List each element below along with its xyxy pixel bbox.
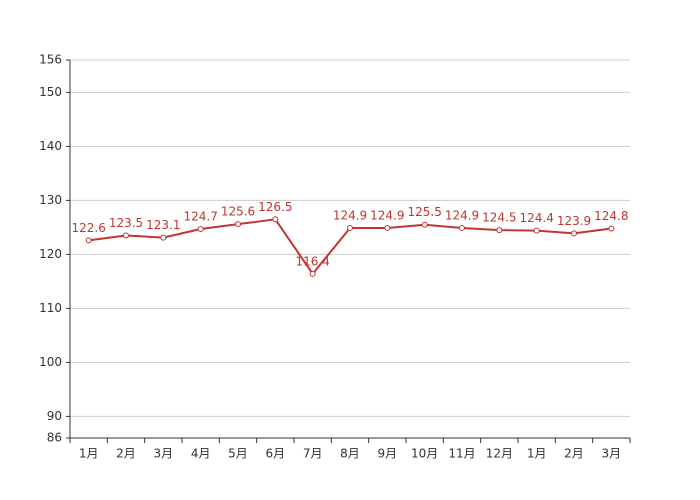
x-tick-label: 10月 bbox=[411, 447, 438, 461]
x-tick-label: 2月 bbox=[564, 447, 584, 461]
x-tick-label: 12月 bbox=[486, 447, 513, 461]
data-label: 123.1 bbox=[146, 218, 180, 232]
point bbox=[459, 224, 465, 231]
point bbox=[571, 230, 577, 237]
y-tick-label: 90 bbox=[47, 409, 62, 423]
y-tick-label: 110 bbox=[39, 301, 62, 315]
x-tick-label: 3月 bbox=[602, 447, 622, 461]
x-tick-label: 2月 bbox=[116, 447, 136, 461]
data-label: 123.9 bbox=[557, 214, 591, 228]
data-label: 124.9 bbox=[445, 208, 479, 222]
y-tick-label: 100 bbox=[39, 355, 62, 369]
data-label: 125.6 bbox=[221, 205, 255, 219]
point bbox=[533, 227, 540, 234]
point bbox=[85, 237, 92, 244]
data-label: 126.5 bbox=[258, 200, 292, 214]
x-tick-label: 11月 bbox=[448, 447, 475, 461]
point bbox=[608, 225, 615, 232]
x-tick-label: 7月 bbox=[303, 447, 323, 461]
x-tick-label: 1月 bbox=[79, 447, 99, 461]
x-tick-label: 5月 bbox=[228, 447, 248, 461]
data-label: 124.9 bbox=[370, 208, 404, 222]
data-label: 124.9 bbox=[333, 208, 367, 222]
point bbox=[235, 221, 241, 228]
point bbox=[123, 232, 129, 239]
x-tick-label: 4月 bbox=[191, 447, 211, 461]
y-tick-label: 86 bbox=[47, 431, 62, 445]
data-label: 124.5 bbox=[482, 211, 516, 225]
y-tick-label: 130 bbox=[39, 193, 62, 207]
point bbox=[309, 270, 316, 277]
point bbox=[272, 216, 279, 223]
x-tick-label: 8月 bbox=[340, 447, 360, 461]
point bbox=[347, 224, 353, 231]
x-tick-label: 6月 bbox=[266, 447, 286, 461]
data-label: 116.4 bbox=[295, 254, 329, 268]
point bbox=[421, 221, 428, 228]
data-label: 122.6 bbox=[71, 221, 105, 235]
x-tick-label: 1月 bbox=[527, 447, 547, 461]
x-tick-label: 9月 bbox=[378, 447, 398, 461]
y-tick-label: 150 bbox=[39, 85, 62, 99]
point bbox=[160, 234, 167, 241]
data-label: 124.4 bbox=[519, 211, 553, 225]
x-tick-label: 3月 bbox=[154, 447, 174, 461]
data-label: 124.7 bbox=[183, 210, 217, 224]
y-tick-label: 140 bbox=[39, 139, 62, 153]
point bbox=[384, 224, 391, 231]
data-label: 125.5 bbox=[407, 205, 441, 219]
y-tick-label: 156 bbox=[39, 53, 62, 67]
data-label: 124.8 bbox=[594, 209, 628, 223]
data-label: 123.5 bbox=[109, 216, 143, 230]
point bbox=[496, 227, 503, 234]
point bbox=[197, 226, 204, 233]
y-tick-label: 120 bbox=[39, 247, 62, 261]
